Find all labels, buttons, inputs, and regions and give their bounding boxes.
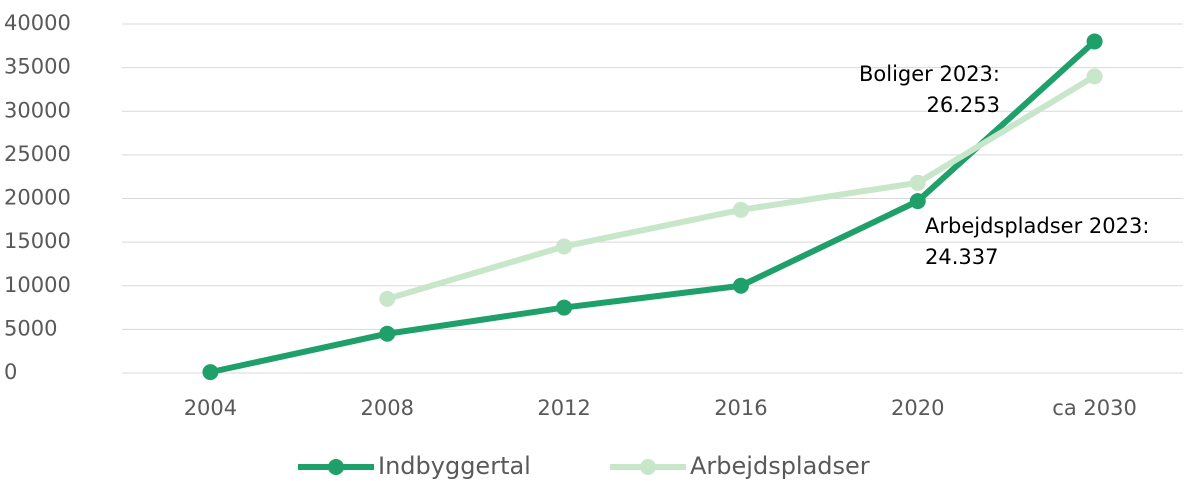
- x-tick-label: 2012: [537, 396, 590, 420]
- series-line: [209, 39, 1097, 376]
- data-point: [556, 299, 573, 316]
- y-tick-label: 20000: [4, 186, 71, 210]
- data-point: [909, 174, 926, 191]
- annotation: Arbejdspladser 2023:: [925, 214, 1149, 238]
- annotation: 24.337: [925, 245, 998, 269]
- data-point: [202, 364, 219, 381]
- y-tick-label: 25000: [4, 142, 71, 166]
- data-point: [732, 277, 749, 294]
- y-tick-label: 5000: [4, 316, 57, 340]
- data-point: [1086, 33, 1103, 50]
- data-point: [732, 201, 749, 218]
- annotation: 26.253: [927, 93, 1000, 117]
- x-tick-label: 2008: [361, 396, 414, 420]
- data-point: [379, 325, 396, 342]
- legend-label: Indbyggertal: [378, 452, 531, 480]
- legend-label: Arbejdspladser: [690, 452, 870, 480]
- x-tick-label: 2016: [714, 396, 767, 420]
- data-point: [909, 193, 926, 210]
- annotation: Boliger 2023:: [859, 62, 1000, 86]
- legend-marker: [640, 459, 656, 475]
- data-point: [379, 290, 396, 307]
- x-tick-label: 2004: [184, 396, 237, 420]
- legend-marker: [328, 459, 344, 475]
- x-tick-label: 2020: [891, 396, 944, 420]
- y-tick-label: 35000: [4, 55, 71, 79]
- data-point: [1086, 68, 1103, 85]
- y-tick-label: 0: [4, 360, 17, 384]
- data-point: [556, 238, 573, 255]
- y-tick-label: 10000: [4, 273, 71, 297]
- x-tick-label: ca 2030: [1052, 396, 1137, 420]
- y-tick-label: 30000: [4, 98, 71, 122]
- y-tick-label: 40000: [4, 11, 71, 35]
- y-tick-label: 15000: [4, 229, 71, 253]
